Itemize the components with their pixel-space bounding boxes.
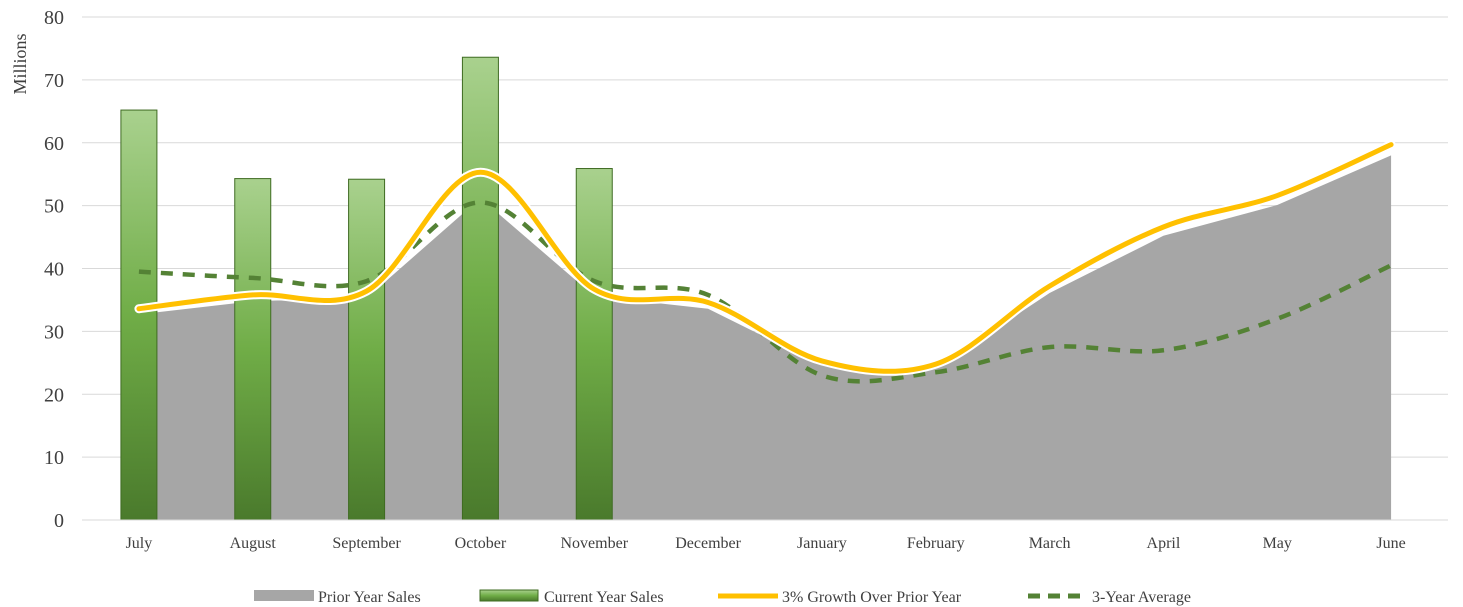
x-tick-label: May (1263, 535, 1292, 552)
y-tick-label: 20 (44, 384, 64, 406)
line-3pct-growth (136, 142, 1394, 374)
legend-swatch-bar (479, 589, 539, 602)
x-tick-label: February (907, 535, 965, 552)
y-tick-label: 0 (54, 510, 64, 532)
bar-series (120, 56, 613, 521)
legend-label: 3% Growth Over Prior Year (782, 589, 962, 606)
x-tick-label: January (797, 535, 847, 552)
legend-item: 3% Growth Over Prior Year (718, 589, 962, 606)
line-3-year-average (138, 200, 1393, 384)
y-axis-ticks: 0 10 20 30 40 50 60 70 80 (44, 7, 64, 532)
area-series (138, 155, 1392, 520)
legend-label: Prior Year Sales (318, 589, 421, 606)
legend-item: 3-Year Average (1028, 589, 1191, 606)
x-tick-label: August (230, 535, 277, 552)
y-tick-label: 50 (44, 196, 64, 218)
y-tick-label: 30 (44, 321, 64, 343)
x-tick-label: September (332, 535, 401, 552)
x-axis-ticks: July August September October November Decemb… (126, 535, 1406, 552)
bar-current-year-sales (348, 178, 386, 521)
x-tick-label: June (1376, 535, 1405, 552)
legend-label: 3-Year Average (1092, 589, 1191, 606)
x-tick-label: July (126, 535, 153, 552)
y-tick-label: 10 (44, 447, 64, 469)
x-tick-label: December (675, 535, 741, 552)
x-tick-label: April (1147, 535, 1181, 552)
legend-label: Current Year Sales (544, 589, 664, 606)
y-tick-label: 40 (44, 259, 64, 281)
x-tick-label: November (560, 535, 628, 552)
y-axis-label: Millions (10, 33, 30, 94)
y-tick-label: 70 (44, 70, 64, 92)
y-tick-label: 80 (44, 7, 64, 29)
bar-current-year-sales (461, 56, 499, 521)
bar-current-year-sales (575, 168, 613, 521)
legend-item: Current Year Sales (479, 589, 664, 606)
y-tick-label: 60 (44, 133, 64, 155)
bar-current-year-sales (120, 109, 158, 521)
legend: Prior Year Sales Current Year Sales 3% Gro… (254, 589, 1191, 606)
bar-current-year-sales (234, 178, 272, 521)
legend-item: Prior Year Sales (254, 589, 421, 606)
legend-swatch-area (254, 590, 314, 601)
x-tick-label: March (1029, 535, 1071, 552)
x-tick-label: October (455, 535, 507, 552)
line-series (134, 140, 1396, 384)
area-prior-year-sales (138, 155, 1392, 520)
